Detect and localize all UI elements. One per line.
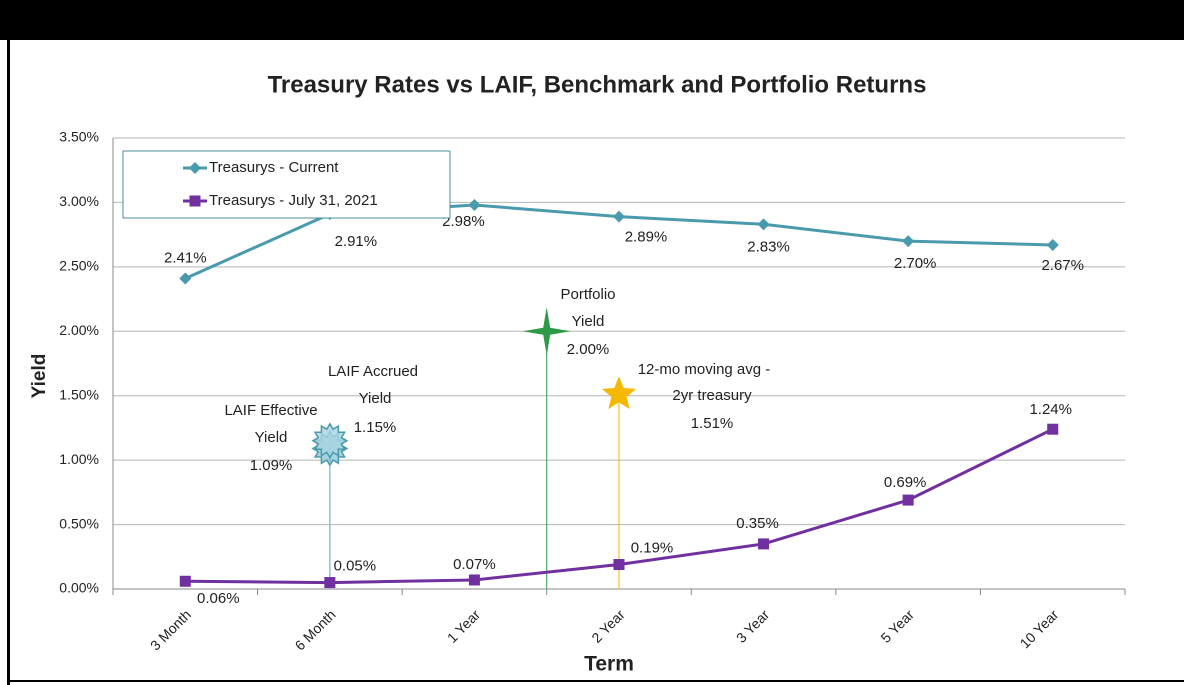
point bbox=[613, 210, 625, 223]
point bbox=[758, 538, 770, 550]
data-label: 2.83% bbox=[747, 238, 790, 255]
point bbox=[179, 272, 192, 285]
data-label: 2.41% bbox=[164, 249, 207, 266]
point-label: LAIF Effective bbox=[224, 402, 317, 419]
data-label: 1.24% bbox=[1029, 401, 1072, 418]
data-label: 0.05% bbox=[334, 558, 377, 575]
point bbox=[902, 494, 914, 506]
y-tick-label: 2.00% bbox=[59, 322, 99, 338]
point-value-label: 1.51% bbox=[691, 415, 734, 432]
y-tick-label: 1.00% bbox=[59, 451, 99, 467]
y-tick-label: 0.00% bbox=[59, 580, 99, 596]
point-label: Portfolio bbox=[560, 286, 615, 303]
data-label: 2.67% bbox=[1041, 257, 1084, 274]
y-axis-title: Yield bbox=[29, 354, 50, 399]
point bbox=[179, 575, 191, 587]
left-border bbox=[7, 40, 10, 685]
y-tick-label: 3.50% bbox=[59, 129, 99, 145]
data-label: 0.19% bbox=[631, 539, 674, 556]
point bbox=[468, 574, 480, 586]
point-value-label: 1.15% bbox=[354, 419, 397, 436]
chart-title: Treasury Rates vs LAIF, Benchmark and Po… bbox=[268, 71, 927, 98]
point-label: Yield bbox=[255, 429, 288, 446]
special-point bbox=[311, 422, 349, 460]
legend-label: Treasurys - Current bbox=[209, 159, 339, 176]
point bbox=[757, 218, 770, 231]
point-label: 2yr treasury bbox=[672, 387, 752, 404]
legend-box bbox=[122, 150, 451, 219]
point bbox=[613, 559, 625, 571]
point-label: 12-mo moving avg - bbox=[638, 361, 771, 378]
y-tick-label: 0.50% bbox=[59, 515, 99, 531]
data-label: 0.69% bbox=[884, 474, 927, 491]
special-point bbox=[522, 307, 571, 356]
point bbox=[324, 577, 336, 589]
y-tick-label: 1.50% bbox=[59, 386, 99, 402]
y-tick-label: 3.00% bbox=[59, 193, 99, 209]
point-label: Yield bbox=[572, 313, 605, 330]
point-label: Yield bbox=[359, 390, 392, 407]
data-label: 0.35% bbox=[736, 515, 779, 532]
special-point bbox=[601, 376, 637, 409]
y-tick-label: 2.50% bbox=[59, 258, 99, 274]
point-value-label: 1.09% bbox=[250, 457, 293, 474]
data-label: 2.91% bbox=[335, 233, 378, 250]
bottom-border bbox=[10, 680, 1184, 682]
data-label: 0.06% bbox=[197, 590, 240, 607]
data-label: 2.98% bbox=[442, 213, 485, 230]
data-label: 2.70% bbox=[894, 255, 937, 272]
legend-marker bbox=[189, 195, 201, 207]
point bbox=[1046, 238, 1059, 251]
point-label: LAIF Accrued bbox=[328, 363, 418, 380]
data-label: 2.89% bbox=[625, 229, 668, 246]
point-value-label: 2.00% bbox=[567, 341, 610, 358]
point bbox=[1047, 423, 1059, 435]
legend-marker bbox=[189, 162, 201, 174]
point bbox=[468, 199, 481, 212]
point bbox=[902, 235, 915, 248]
top-bar bbox=[0, 0, 1184, 40]
data-label: 0.07% bbox=[453, 556, 496, 573]
x-axis-title: Term bbox=[584, 653, 634, 676]
legend-label: Treasurys - July 31, 2021 bbox=[209, 192, 378, 209]
